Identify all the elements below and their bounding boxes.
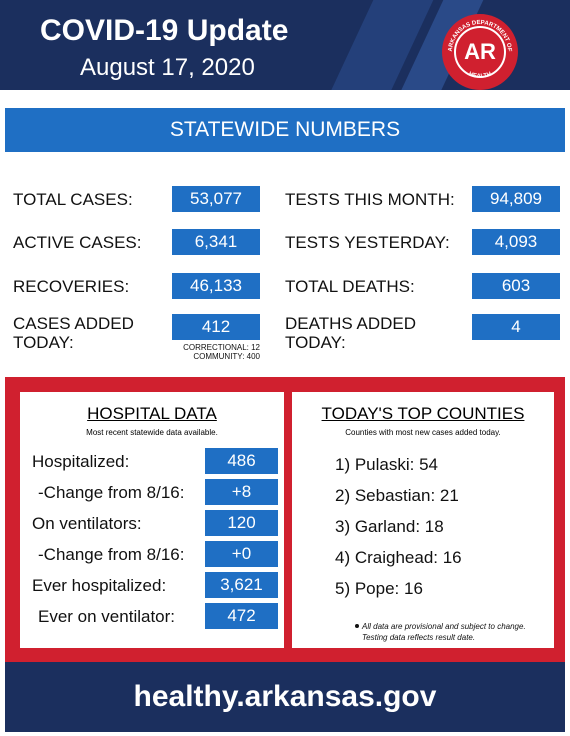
county-item: 2) Sebastian: 21: [335, 486, 459, 505]
stat-label: TESTS THIS MONTH:: [285, 190, 455, 209]
footnote: All data are provisional and subject to …: [362, 622, 526, 631]
header: COVID-19 Update August 17, 2020 ARKANSAS…: [0, 0, 570, 90]
title: COVID-19 Update: [40, 14, 289, 47]
hospital-panel: HOSPITAL DATA Most recent statewide data …: [20, 392, 284, 648]
statewide: TOTAL CASES: 53,077 ACTIVE CASES: 6,341 RECO…: [0, 152, 570, 375]
logo-ring: [454, 26, 506, 78]
hospital-value: 486: [205, 448, 278, 474]
footnote: Testing data reflects result date.: [362, 633, 476, 642]
logo-ring-text: HEALTH: [468, 71, 493, 79]
stat-value: 46,133: [172, 273, 260, 299]
panel-subtitle: Most recent statewide data available.: [86, 428, 218, 437]
hospital-value: +0: [205, 541, 278, 567]
stat-label: TOTAL DEATHS:: [285, 277, 415, 296]
county-item: 4) Craighead: 16: [335, 548, 462, 567]
stat-label: TESTS YESTERDAY:: [285, 233, 450, 252]
logo-ring-bottom: HEALTH: [468, 71, 493, 79]
hospital-label: Ever on ventilator:: [38, 607, 176, 626]
stat-label: TOTAL CASES:: [13, 190, 133, 209]
stat-label: CASES ADDED TODAY:: [13, 314, 134, 352]
stat-note: CORRECTIONAL: 12: [183, 343, 260, 352]
stat-label: ACTIVE CASES:: [13, 233, 142, 252]
hospital-label: -Change from 8/16:: [38, 483, 185, 502]
panel-title: HOSPITAL DATA: [87, 404, 217, 423]
county-item: 5) Pope: 16: [335, 579, 423, 598]
hospital-label: Ever hospitalized:: [32, 576, 167, 595]
logo-initials: AR: [464, 39, 496, 64]
date: August 17, 2020: [80, 54, 255, 81]
hospital-value: 120: [205, 510, 278, 536]
stat-value: 4: [472, 314, 560, 340]
stat-value: 412: [172, 314, 260, 340]
hospital-value: +8: [205, 479, 278, 505]
logo: ARKANSAS DEPARTMENT OF HEALTH AR: [442, 14, 518, 90]
section-banner: STATEWIDE NUMBERS: [5, 108, 565, 152]
stat-note: COMMUNITY: 400: [193, 352, 260, 361]
hospital-label: On ventilators:: [32, 514, 142, 533]
stat-value: 94,809: [472, 186, 560, 212]
hospital-value: 472: [205, 603, 278, 629]
hospital-value: 3,621: [205, 572, 278, 598]
counties-panel: TODAY'S TOP COUNTIES Counties with most n…: [292, 392, 554, 648]
hospital-label: -Change from 8/16:: [38, 545, 185, 564]
logo-circle: [442, 14, 518, 90]
stat-label: RECOVERIES:: [13, 277, 130, 296]
county-item: 1) Pulaski: 54: [335, 455, 438, 474]
panel-subtitle: Counties with most new cases added today…: [345, 428, 501, 437]
footer-url: healthy.arkansas.gov: [5, 662, 565, 732]
panel-title: TODAY'S TOP COUNTIES: [321, 404, 525, 423]
hospital-label: Hospitalized:: [32, 452, 130, 471]
county-item: 3) Garland: 18: [335, 517, 444, 536]
stat-value: 6,341: [172, 229, 260, 255]
stat-label: DEATHS ADDED TODAY:: [285, 314, 416, 352]
stat-value: 603: [472, 273, 560, 299]
stat-value: 4,093: [472, 229, 560, 255]
footnote-bullet: [355, 624, 359, 628]
stat-value: 53,077: [172, 186, 260, 212]
